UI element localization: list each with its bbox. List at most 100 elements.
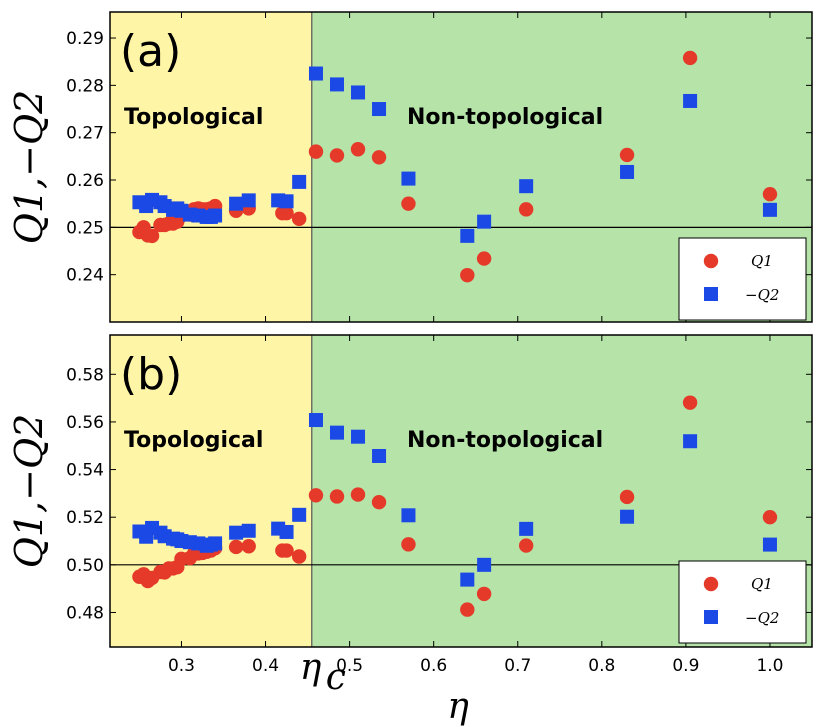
panel-b: Topological Non-topological (b) 0.48 0.50 0.5…: [7, 334, 813, 648]
q2-point: [208, 208, 223, 223]
y-tick-label: 0.28: [66, 76, 104, 96]
q2-point: [372, 448, 387, 463]
q2-point: [762, 202, 777, 217]
legend: Q1 −Q2: [678, 560, 807, 644]
q2-point: [279, 524, 294, 539]
q2-point: [762, 537, 777, 552]
region-label-nontopological: Non-topological: [407, 105, 603, 130]
y-tick-label: 0.24: [66, 266, 104, 286]
q2-point: [208, 536, 223, 551]
y-tick-label: 0.48: [66, 603, 104, 623]
q1-point: [401, 537, 416, 552]
panel-label: (a): [120, 26, 181, 77]
q2-point: [229, 525, 244, 540]
y-tick-label: 0.26: [66, 171, 104, 191]
q1-point: [144, 228, 160, 244]
topological-region: [110, 12, 312, 322]
q2-point: [460, 228, 475, 243]
q1-point: [350, 142, 366, 157]
y-tick-label: 0.54: [66, 461, 104, 481]
y-tick-label: 0.52: [66, 508, 104, 528]
q2-point: [372, 102, 387, 117]
q1-point: [476, 586, 492, 602]
x-axis-label: η: [447, 686, 469, 727]
y-axis-label: Q1,−Q2: [7, 414, 51, 569]
q1-point: [291, 549, 307, 564]
q2-point: [519, 179, 534, 194]
q2-point: [460, 572, 475, 587]
q2-point: [401, 171, 416, 186]
q2-point: [308, 413, 323, 428]
q1-point: [241, 539, 256, 554]
y-axis-label: Q1,−Q2: [7, 90, 51, 245]
y-tick-label: 0.58: [66, 365, 104, 385]
q1-point: [476, 251, 492, 266]
y-tick-label: 0.27: [66, 124, 104, 144]
q2-point: [292, 507, 307, 522]
x-tick-label: 0.4: [252, 656, 279, 676]
y-tick-label: 0.29: [66, 29, 104, 49]
q2-point: [620, 509, 635, 524]
q1-point: [762, 187, 778, 202]
region-label-topological: Topological: [124, 105, 263, 130]
q2-point: [308, 66, 323, 81]
y-tick-label: 0.25: [66, 218, 104, 238]
q1-point: [350, 487, 366, 502]
q2-point: [351, 85, 366, 100]
q1-point: [518, 202, 534, 217]
q2-point: [229, 196, 244, 211]
region-label-topological: Topological: [124, 428, 263, 453]
q1-point: [460, 602, 475, 617]
x-tick-label: 0.6: [420, 656, 447, 676]
legend-q2-marker: [704, 610, 718, 624]
panel-a: Topological Non-topological (a) 0.24 0.25 0.2…: [7, 11, 813, 323]
legend-q2-marker: [704, 287, 718, 301]
region-label-nontopological: Non-topological: [407, 428, 603, 453]
y-tick-label: 0.50: [66, 556, 104, 576]
q1-point: [619, 489, 635, 505]
legend-box: [678, 237, 807, 321]
legend: Q1 −Q2: [678, 237, 807, 321]
q2-point: [351, 429, 366, 444]
q1-point: [228, 539, 244, 555]
q2-point: [241, 523, 256, 538]
legend-q1-label: Q1: [751, 252, 773, 270]
q1-point: [518, 538, 534, 553]
q1-point: [762, 509, 778, 525]
q2-point: [279, 194, 294, 209]
plot-frame: [109, 334, 813, 648]
topological-region: [110, 335, 312, 647]
x-tick-label: 0.3: [168, 656, 195, 676]
legend-q2-label: −Q2: [745, 286, 779, 304]
legend-q1-label: Q1: [751, 575, 773, 593]
q2-point: [401, 508, 416, 523]
legend-q2-label: −Q2: [745, 609, 779, 627]
legend-q1-marker: [703, 253, 719, 269]
x-tick-label: 0.8: [588, 656, 615, 676]
plot-frame: [109, 11, 813, 323]
x-tick-label: 0.7: [504, 656, 531, 676]
q2-point: [477, 214, 492, 229]
panel-label: (b): [120, 349, 182, 400]
q2-point: [683, 434, 698, 449]
q1-point: [371, 150, 387, 165]
q1-point: [308, 144, 324, 159]
critical-eta: η: [300, 647, 322, 688]
q1-point: [329, 148, 345, 163]
q1-point: [329, 489, 345, 504]
q1-point: [291, 211, 307, 227]
q1-point: [401, 196, 416, 211]
q1-point: [619, 147, 635, 163]
q1-point: [279, 543, 294, 558]
x-tick-label: 0.9: [672, 656, 699, 676]
q2-point: [519, 521, 534, 536]
q2-point: [620, 164, 635, 179]
y-tick-label: 0.56: [66, 413, 104, 433]
q2-point: [241, 193, 256, 208]
legend-q1-marker: [703, 576, 719, 592]
q2-point: [329, 425, 344, 440]
x-tick-label: 1.0: [756, 656, 783, 676]
q1-point: [371, 494, 387, 510]
